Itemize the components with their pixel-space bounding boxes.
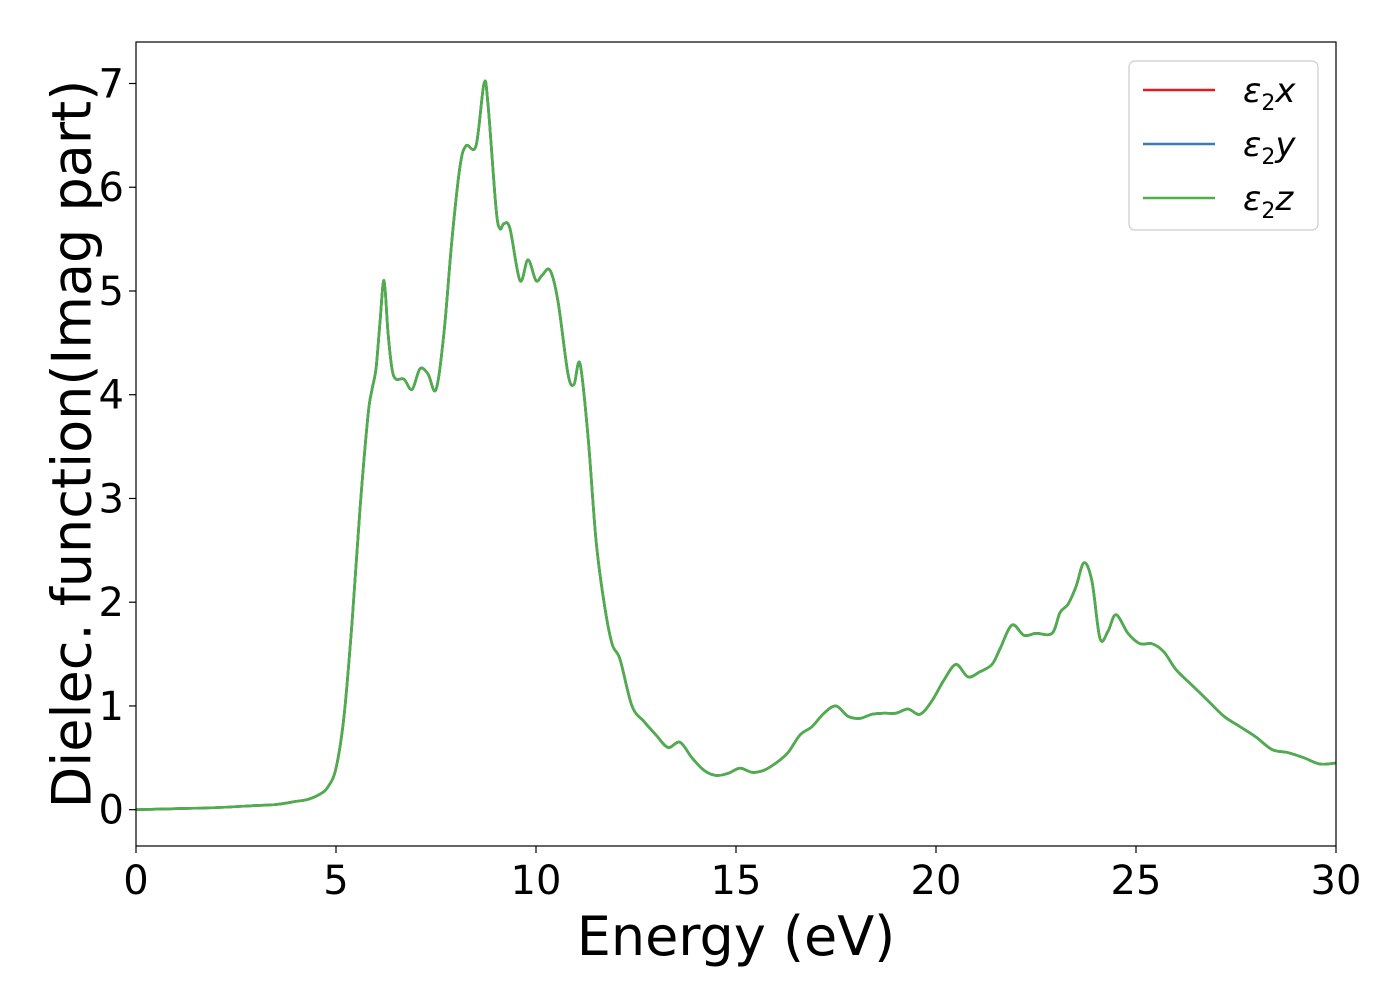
- y-tick-label: 2: [99, 580, 124, 626]
- legend-subscript: 2: [1261, 91, 1275, 116]
- x-axis-label: Energy (eV): [577, 905, 896, 968]
- x-tick-label: 25: [1111, 858, 1162, 904]
- ticks-layer: 0 5 10 15 20 25 30 0 1 2 3 4 5 6 7: [99, 61, 1362, 904]
- y-tick-label: 3: [99, 476, 124, 522]
- x-tick-label: 5: [323, 858, 348, 904]
- legend-subscript: 2: [1261, 199, 1275, 224]
- x-tick-label: 30: [1311, 858, 1362, 904]
- y-tick-label: 6: [99, 165, 124, 211]
- y-tick-label: 7: [99, 61, 124, 107]
- x-tick-label: 0: [123, 858, 148, 904]
- legend-symbol: ε: [1243, 179, 1261, 219]
- y-tick-label: 1: [99, 684, 124, 730]
- y-tick-label: 5: [99, 269, 124, 315]
- y-tick-label: 0: [99, 788, 124, 834]
- series-line-3: [136, 79, 1336, 811]
- legend-symbol: ε: [1243, 125, 1261, 165]
- legend-label-2: ε2y: [1243, 125, 1296, 170]
- y-axis-label: Dielec. function(Imag part): [41, 80, 104, 809]
- series-layer: [136, 79, 1336, 811]
- x-tick-label: 15: [711, 858, 762, 904]
- legend-component: z: [1274, 179, 1294, 219]
- legend-component: x: [1274, 71, 1296, 111]
- legend-label-1: ε2x: [1243, 71, 1296, 116]
- x-tick-label: 10: [511, 858, 562, 904]
- legend-box: [1128, 60, 1319, 231]
- legend-symbol: ε: [1243, 71, 1261, 111]
- x-tick-label: 20: [911, 858, 962, 904]
- legend-subscript: 2: [1261, 145, 1275, 170]
- y-tick-label: 4: [99, 373, 124, 419]
- legend-label-3: ε2z: [1243, 179, 1294, 224]
- legend-component: y: [1274, 125, 1296, 165]
